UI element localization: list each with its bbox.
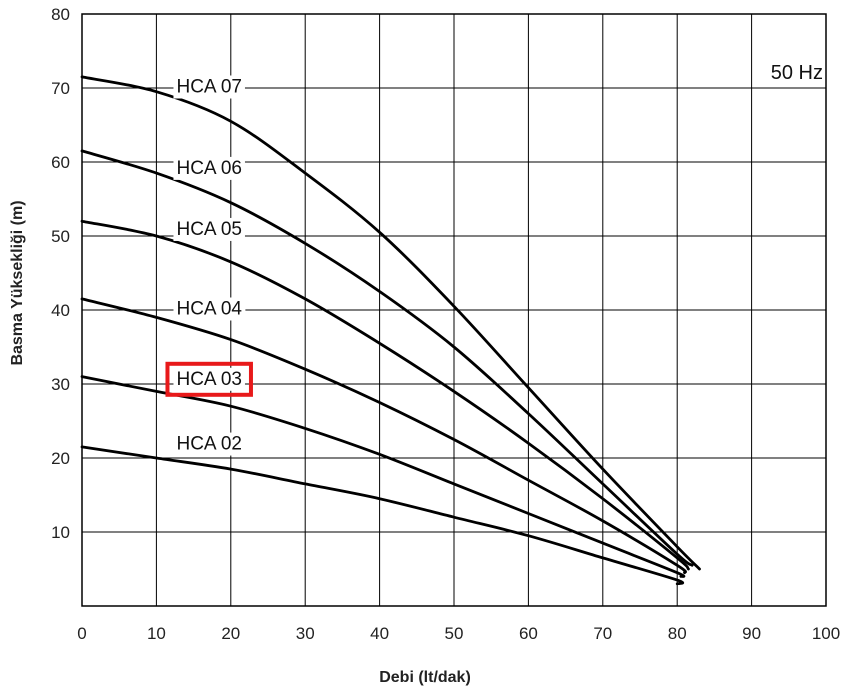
y-tick-label: 70	[51, 79, 70, 98]
series-label-background	[173, 156, 245, 180]
series-label-background	[173, 432, 245, 456]
y-tick-label: 40	[51, 301, 70, 320]
series-curve-hca-07	[80, 75, 701, 571]
series-label: HCA 02	[176, 434, 241, 455]
series-curve-hca-02	[80, 445, 685, 586]
y-axis-title: Basma Yüksekliği (m)	[9, 200, 26, 365]
series-label: HCA 05	[176, 219, 241, 240]
x-tick-label: 20	[221, 624, 240, 643]
y-tick-label: 20	[51, 449, 70, 468]
series-label-background	[173, 217, 245, 241]
highlight-box	[165, 361, 253, 397]
x-tick-label: 50	[445, 624, 464, 643]
series-curve-hca-04	[80, 297, 687, 575]
x-tick-label: 80	[668, 624, 687, 643]
frequency-label: 50 Hz	[771, 62, 823, 84]
series-label: HCA 03	[176, 369, 241, 390]
x-tick-label: 70	[593, 624, 612, 643]
tick-labels: 0 10 20 30 40 50 60 70 80 90 100 10 20 30 40 50 60 70 80	[51, 5, 840, 643]
x-tick-label: 90	[742, 624, 761, 643]
series-label-background	[173, 75, 245, 99]
series-label: HCA 04	[176, 299, 242, 320]
series-label-background	[173, 367, 245, 391]
series-curve-hca-06	[80, 149, 694, 567]
series-curve-hca-03	[80, 375, 686, 578]
curves	[80, 75, 701, 586]
y-tick-label: 60	[51, 153, 70, 172]
x-tick-label: 10	[147, 624, 166, 643]
y-tick-label: 80	[51, 5, 70, 24]
x-tick-label: 100	[812, 624, 840, 643]
series-label: HCA 06	[176, 158, 241, 179]
series-labels: HCA 07 HCA 06 HCA 05 HCA 04 HCA 03 HCA 02	[165, 75, 253, 456]
y-tick-label: 10	[51, 523, 70, 542]
x-tick-label: 0	[77, 624, 86, 643]
y-tick-label: 50	[51, 227, 70, 246]
series-curve-hca-05	[80, 219, 690, 571]
x-tick-label: 30	[296, 624, 315, 643]
x-axis-title: Debi (lt/dak)	[379, 669, 471, 686]
series-label: HCA 07	[176, 77, 241, 98]
x-tick-label: 40	[370, 624, 389, 643]
x-tick-label: 60	[519, 624, 538, 643]
series-label-background	[173, 297, 246, 321]
y-tick-label: 30	[51, 375, 70, 394]
